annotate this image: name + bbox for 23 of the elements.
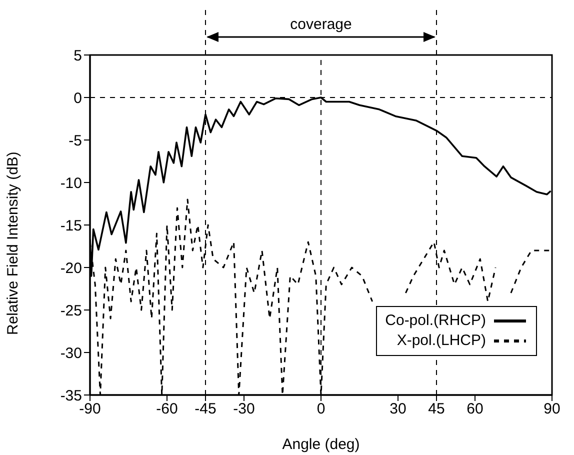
y-tick-label: -15	[60, 217, 82, 234]
x-tick-label: 30	[390, 400, 406, 418]
y-axis-title: Relative Field Intensity (dB)	[4, 152, 22, 335]
x-tick-label: 0	[316, 400, 326, 418]
x-tick-label: 90	[544, 400, 560, 418]
legend-label: Co-pol.(RHCP)	[385, 311, 486, 331]
x-tick-label: 45	[428, 400, 445, 418]
x-tick-label: -90	[79, 400, 101, 418]
x-tick-label: -60	[156, 400, 178, 418]
x-tick-label: -30	[233, 400, 255, 418]
y-tick-label: -35	[60, 387, 82, 404]
y-tick-label: -25	[60, 302, 82, 320]
y-tick-label: -5	[68, 132, 82, 150]
y-tick-label: 0	[74, 90, 82, 107]
x-axis-title: Angle (deg)	[282, 436, 360, 453]
y-tick-label: -20	[60, 260, 82, 277]
y-tick-label: 5	[74, 47, 82, 64]
legend-label: X-pol.(LHCP)	[396, 331, 486, 351]
x-tick-label: 60	[466, 400, 484, 418]
x-tick-label: -45	[194, 400, 216, 418]
y-tick-label: -30	[60, 344, 82, 362]
y-tick-label: -10	[60, 174, 82, 192]
text: coverage	[290, 16, 352, 33]
